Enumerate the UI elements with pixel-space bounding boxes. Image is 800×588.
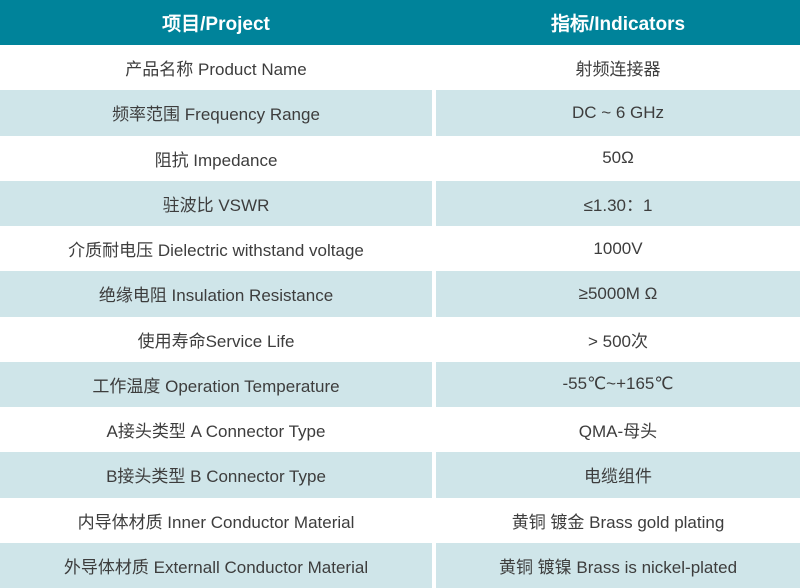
table-row: B接头类型 B Connector Type 电缆组件 [0,452,800,498]
project-cell: A接头类型 A Connector Type [106,422,326,442]
project-cell: 频率范围 Frequency Range [0,90,432,136]
indicator-cell: DC ~ 6 GHz [436,90,800,136]
table-row: 介质耐电压 Dielectric withstand voltage 1000V [0,226,800,272]
indicator-cell: 50Ω [602,148,634,168]
project-cell: 内导体材质 Inner Conductor Material [77,512,355,532]
project-cell: 介质耐电压 Dielectric withstand voltage [68,241,364,261]
project-cell: 产品名称 Product Name [125,60,307,80]
project-cell: 绝缘电阻 Insulation Resistance [0,271,432,317]
indicator-cell: 电缆组件 [436,452,800,498]
project-cell: 工作温度 Operation Temperature [0,361,432,407]
table-row: 内导体材质 Inner Conductor Material 黄铜 镀金 Bra… [0,497,800,543]
header-project: 项目/Project [162,14,270,35]
table-row: 阻抗 Impedance 50Ω [0,135,800,181]
project-cell: B接头类型 B Connector Type [0,452,432,498]
indicator-cell: ≥5000M Ω [436,271,800,317]
table-row: 外导体材质 Externall Conductor Material 黄铜 镀镍… [0,542,800,588]
table-row: 绝缘电阻 Insulation Resistance ≥5000M Ω [0,271,800,317]
indicator-cell: QMA-母头 [578,422,658,442]
project-cell: 驻波比 VSWR [0,180,432,226]
indicator-cell: 1000V [593,238,643,258]
table-row: 频率范围 Frequency Range DC ~ 6 GHz [0,90,800,136]
table-row: 使用寿命Service Life > 500次 [0,316,800,362]
table-header-row: 项目/Project 指标/Indicators [0,0,800,45]
table-row: 工作温度 Operation Temperature -55℃~+165℃ [0,361,800,407]
project-cell: 阻抗 Impedance [154,150,278,170]
indicator-cell: -55℃~+165℃ [436,361,800,407]
indicator-cell: > 500次 [587,331,648,351]
table-row: A接头类型 A Connector Type QMA-母头 [0,407,800,453]
table-body: 产品名称 Product Name 射频连接器 频率范围 Frequency R… [0,45,800,588]
table-row: 产品名称 Product Name 射频连接器 [0,45,800,91]
indicator-cell: 黄铜 镀镍 Brass is nickel-plated [436,542,800,588]
indicator-cell: 射频连接器 [575,60,661,80]
header-indicators: 指标/Indicators [550,14,686,35]
project-cell: 使用寿命Service Life [137,331,295,351]
indicator-cell: 黄铜 镀金 Brass gold plating [511,512,725,532]
indicator-cell: ≤1.30：1 [436,180,800,226]
table-row: 驻波比 VSWR ≤1.30：1 [0,180,800,226]
project-cell: 外导体材质 Externall Conductor Material [0,542,432,588]
